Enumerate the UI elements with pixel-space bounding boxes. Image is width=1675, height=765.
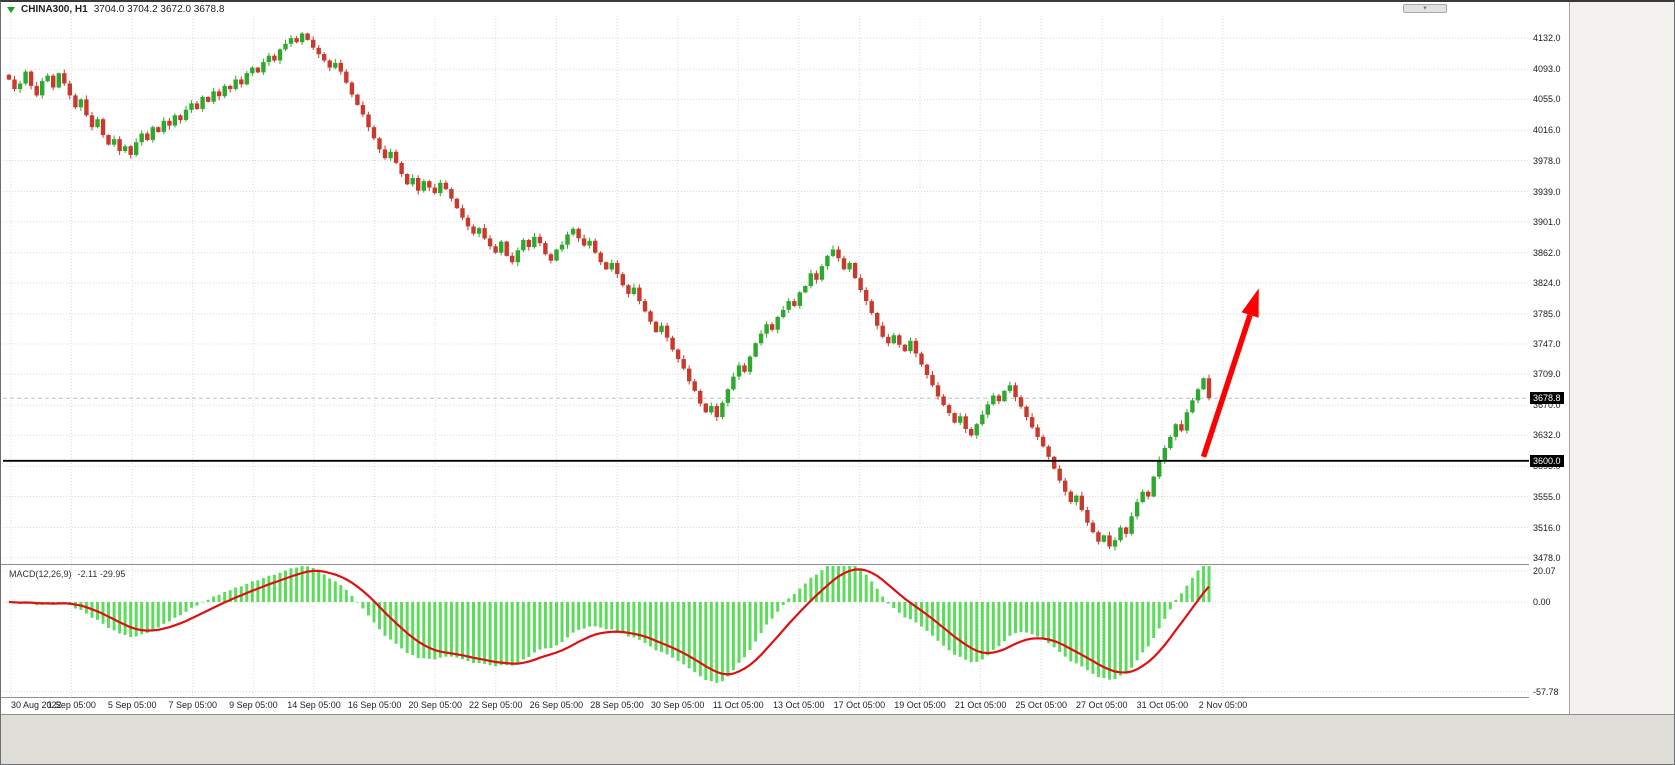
time-axis-label: 5 Sep 05:00 <box>107 700 157 710</box>
price-axis-label: 3555.0 <box>1533 491 1561 502</box>
macd-label: MACD(12,26,9) -2.11 -29.95 <box>9 569 125 579</box>
main-chart-plot[interactable] <box>3 16 1529 564</box>
time-axis-label: 31 Oct 05:00 <box>1136 700 1189 710</box>
time-axis-label: 14 Sep 05:00 <box>287 700 341 710</box>
bottom-strip <box>1 714 1674 764</box>
macd-axis-label: 20.07 <box>1533 565 1556 576</box>
price-axis-label: 3939.0 <box>1533 186 1561 197</box>
price-axis-label: 3709.0 <box>1533 369 1561 380</box>
time-axis-label: 21 Oct 05:00 <box>954 700 1007 710</box>
time-axis-label: 28 Sep 05:00 <box>590 700 644 710</box>
time-axis-label: 1 Sep 05:00 <box>47 700 96 710</box>
time-axis-label: 27 Oct 05:00 <box>1076 700 1128 710</box>
time-axis-label: 13 Oct 05:00 <box>773 700 825 710</box>
price-axis-label: 4132.0 <box>1533 33 1561 44</box>
current-price-badge: 3678.8 <box>1530 392 1564 405</box>
time-axis-label: 9 Sep 05:00 <box>229 700 278 710</box>
time-axis-separator <box>1 697 1569 698</box>
time-axis-label: 7 Sep 05:00 <box>168 700 218 710</box>
chart-corner-button[interactable]: ▾ <box>1403 4 1447 13</box>
time-axis-label: 22 Sep 05:00 <box>469 700 523 710</box>
time-axis[interactable]: 30 Aug 2022 1 Sep 05:00 5 Sep 05:00 7 Sep 0… <box>3 698 1529 714</box>
price-axis-label: 3516.0 <box>1533 522 1561 533</box>
candles-layer <box>6 31 1212 551</box>
price-axis-label: 3785.0 <box>1533 308 1561 319</box>
price-axis[interactable]: 3678.8 3600.0 4132.0 4093.0 4055.0 4016.0 39… <box>1529 2 1569 714</box>
price-axis-label: 4093.0 <box>1533 64 1561 75</box>
time-axis-label: 20 Sep 05:00 <box>408 700 462 710</box>
pane-separator[interactable] <box>1 564 1569 565</box>
price-axis-label: 4055.0 <box>1533 94 1561 105</box>
price-axis-label: 3901.0 <box>1533 216 1561 227</box>
symbol-dropdown-icon[interactable] <box>7 6 15 13</box>
macd-signal-line <box>8 568 1210 676</box>
time-axis-label: 26 Sep 05:00 <box>529 700 584 710</box>
time-axis-label: 25 Oct 05:00 <box>1015 700 1067 710</box>
time-axis-label: 16 Sep 05:00 <box>347 700 402 710</box>
ohlc-values-label: 3704.0 3704.2 3672.0 3678.8 <box>93 4 225 15</box>
price-axis-label: 3478.0 <box>1533 552 1561 563</box>
time-axis-label: 30 Sep 05:00 <box>650 700 705 710</box>
macd-axis-label: -57.78 <box>1533 686 1559 697</box>
time-axis-label: 19 Oct 05:00 <box>894 700 946 710</box>
price-axis-label: 3670.0 <box>1533 400 1561 411</box>
macd-axis-label: 0.00 <box>1533 597 1551 607</box>
symbol-period-label: CHINA300, H1 <box>21 4 88 15</box>
right-gutter <box>1569 2 1674 714</box>
macd-name: MACD(12,26,9) <box>9 569 72 579</box>
time-axis-label: 30 Aug 2022 <box>11 700 62 710</box>
price-axis-label: 3632.0 <box>1533 430 1561 441</box>
price-axis-label: 3862.0 <box>1533 247 1561 258</box>
macd-indicator-plot[interactable] <box>3 566 1529 696</box>
price-axis-label: 4016.0 <box>1533 125 1561 136</box>
hline-price-badge: 3600.0 <box>1530 454 1564 467</box>
time-axis-label: 2 Nov 05:00 <box>1198 700 1248 710</box>
time-axis-label: 17 Oct 05:00 <box>833 700 886 710</box>
macd-values: -2.11 -29.95 <box>77 569 126 579</box>
chart-title: CHINA300, H1 3704.0 3704.2 3672.0 3678.8 <box>7 4 224 15</box>
macd-histogram <box>7 566 1211 683</box>
price-axis-label: 3824.0 <box>1533 277 1561 288</box>
price-axis-label: 3978.0 <box>1533 155 1561 166</box>
trend-arrow-object[interactable] <box>1200 288 1259 458</box>
price-axis-label: 3747.0 <box>1533 339 1561 349</box>
time-axis-label: 11 Oct 05:00 <box>712 700 764 710</box>
